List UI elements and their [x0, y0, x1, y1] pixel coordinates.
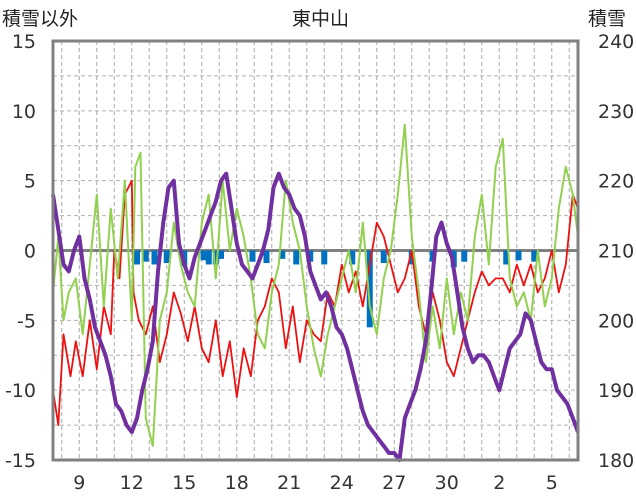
bar — [205, 250, 212, 265]
bar — [263, 250, 270, 264]
bar — [249, 250, 256, 262]
bar — [380, 250, 387, 264]
right-tick-label: 190 — [598, 380, 634, 402]
left-tick-label: 15 — [12, 31, 36, 53]
plot-frame — [51, 39, 580, 462]
left-tick-label: 0 — [24, 241, 36, 263]
right-tick-labels: 240 230 220 210 200 190 180 — [598, 31, 634, 472]
bar — [218, 250, 224, 259]
gridlines — [53, 41, 578, 460]
chart-title: 東中山 — [292, 8, 350, 30]
bar — [134, 250, 140, 265]
x-tick-label: 24 — [330, 472, 354, 494]
right-tick-label: 180 — [598, 450, 634, 472]
green-series-line — [52, 123, 579, 447]
purple-series-line — [51, 171, 580, 462]
bar — [200, 250, 207, 261]
x-tick-label: 12 — [120, 472, 144, 494]
left-tick-label: -15 — [5, 450, 36, 472]
left-tick-label: 5 — [24, 171, 36, 193]
left-tick-labels: 15 10 5 0 -5 -10 -15 — [5, 31, 36, 472]
right-tick-label: 210 — [598, 241, 634, 263]
left-tick-label: -5 — [17, 310, 36, 332]
x-tick-label: 2 — [493, 472, 505, 494]
left-tick-label: 10 — [12, 101, 36, 123]
red-series-line — [52, 179, 579, 427]
bar — [212, 250, 219, 265]
x-tick-label: 18 — [225, 472, 249, 494]
x-tick-label: 5 — [546, 472, 558, 494]
x-tick-label: 27 — [382, 472, 406, 494]
line-series — [51, 123, 580, 462]
bar — [408, 250, 415, 265]
right-tick-label: 220 — [598, 171, 634, 193]
bar — [293, 250, 300, 265]
x-tick-label: 21 — [277, 472, 301, 494]
bar — [366, 250, 373, 328]
bar — [321, 250, 328, 265]
bar — [503, 250, 510, 265]
bar — [461, 250, 468, 262]
x-tick-label: 9 — [73, 472, 85, 494]
right-tick-label: 200 — [598, 310, 634, 332]
bar — [349, 250, 356, 265]
x-tick-label: 30 — [435, 472, 459, 494]
bar — [279, 250, 286, 259]
bar — [151, 250, 158, 265]
right-axis-label: 積雪 — [588, 8, 627, 30]
right-tick-label: 230 — [598, 101, 634, 123]
bar — [515, 250, 522, 261]
x-tick-labels: 9 12 15 18 21 24 27 30 2 5 — [73, 472, 558, 494]
left-axis-label: 積雪以外 — [2, 8, 79, 30]
x-tick-label: 15 — [172, 472, 196, 494]
bar — [307, 250, 314, 262]
bar — [531, 250, 538, 262]
right-tick-label: 240 — [598, 31, 634, 53]
bar — [142, 250, 149, 262]
left-tick-label: -10 — [5, 380, 36, 402]
bar — [163, 250, 170, 264]
